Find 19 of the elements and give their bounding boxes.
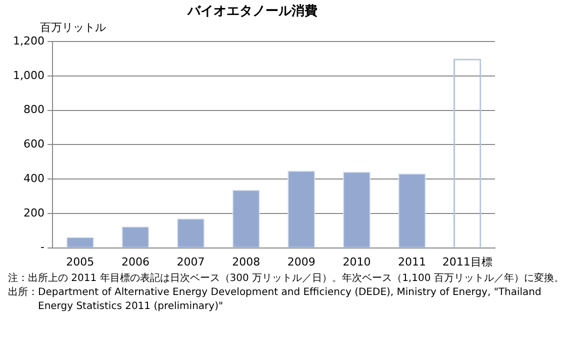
y-axis-title: 百万リットル: [40, 20, 106, 34]
y-tick-label: 600: [23, 138, 44, 151]
y-tick-label: 400: [23, 172, 44, 185]
x-tick-label: 2011: [398, 255, 426, 268]
x-tick-label: 2006: [121, 255, 150, 268]
y-tick-label: 1,200: [12, 34, 44, 48]
chart-title: バイオエタノール消費: [186, 4, 318, 20]
x-tick-label: 2007: [176, 255, 205, 268]
x-tick-label: 2009: [287, 255, 316, 268]
text: 注：出所上の 2011 年目標の表記は日次ベース（300 万リットル／日）。年次ベース（1,100 百万リットル／年）に変換。: [8, 272, 565, 286]
y-tick-label: 800: [23, 103, 44, 116]
x-tick-label: 2011目標: [442, 255, 492, 268]
y-tick-label: -: [40, 240, 45, 254]
y-tick-label: 200: [23, 206, 44, 220]
text: 出所：Department of Alternative Energy Development and Efficiency (DEDE), Ministry of Energy, "Thailand Energy Statistics 2011 (preliminary)": [8, 286, 542, 314]
x-tick-label: 2010: [342, 255, 371, 268]
y-tick-label: 1,000: [12, 68, 44, 82]
x-tick-label: 2005: [66, 255, 94, 268]
x-tick-label: 2008: [232, 255, 260, 268]
